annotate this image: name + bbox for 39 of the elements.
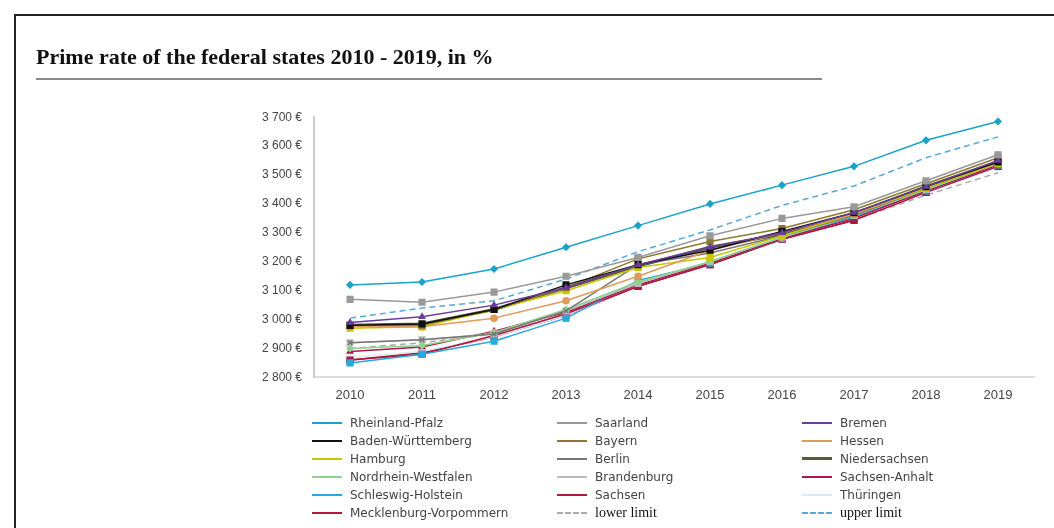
x-tick-label: 2017 [839, 386, 869, 402]
x-tick-label: 2013 [551, 386, 581, 402]
legend-label: Bayern [595, 433, 638, 448]
x-tick-label: 2016 [767, 386, 797, 402]
legend-label: Thüringen [840, 487, 902, 502]
legend-label: Hessen [840, 433, 884, 448]
chart-title: Prime rate of the federal states 2010 - 2019, in % [36, 44, 822, 80]
y-tick-label: 3 500 € [261, 167, 303, 182]
legend-label: Saarland [595, 415, 649, 430]
y-tick-label: 3 400 € [261, 196, 303, 211]
y-tick-label: 2 900 € [261, 340, 303, 355]
x-tick-label: 2011 [408, 386, 437, 402]
legend-label: Nordrhein-Westfalen [350, 469, 473, 484]
x-tick-label: 2019 [983, 386, 1013, 402]
legend-label: Brandenburg [595, 469, 674, 484]
legend-label: Sachsen [595, 487, 646, 502]
legend-label: Hamburg [350, 451, 406, 466]
x-tick-label: 2018 [911, 386, 941, 402]
legend-label: Bremen [840, 415, 887, 430]
x-tick-label: 2010 [335, 386, 365, 402]
legend-label: Rheinland-Pfalz [350, 415, 443, 430]
y-tick-label: 2 800 € [261, 369, 303, 384]
y-tick-label: 3 300 € [261, 225, 303, 240]
y-tick-label: 3 700 € [261, 109, 303, 124]
legend-label: Schleswig-Holstein [350, 487, 463, 502]
legend-label: Niedersachsen [840, 451, 929, 466]
legend-label: Berlin [595, 451, 630, 466]
y-tick-label: 3 100 € [261, 282, 303, 297]
x-tick-label: 2014 [623, 386, 653, 402]
legend-label: upper limit [840, 504, 902, 521]
legend-label: Sachsen-Anhalt [840, 469, 934, 484]
y-tick-label: 3 200 € [261, 254, 303, 269]
legend-label: Baden-Württemberg [350, 433, 472, 448]
legend-label: Mecklenburg-Vorpommern [350, 505, 509, 520]
x-tick-label: 2012 [479, 386, 509, 402]
y-tick-label: 3 600 € [261, 138, 303, 153]
x-tick-label: 2015 [695, 386, 725, 402]
y-tick-label: 3 000 € [261, 311, 303, 326]
legend-label: lower limit [595, 504, 657, 521]
